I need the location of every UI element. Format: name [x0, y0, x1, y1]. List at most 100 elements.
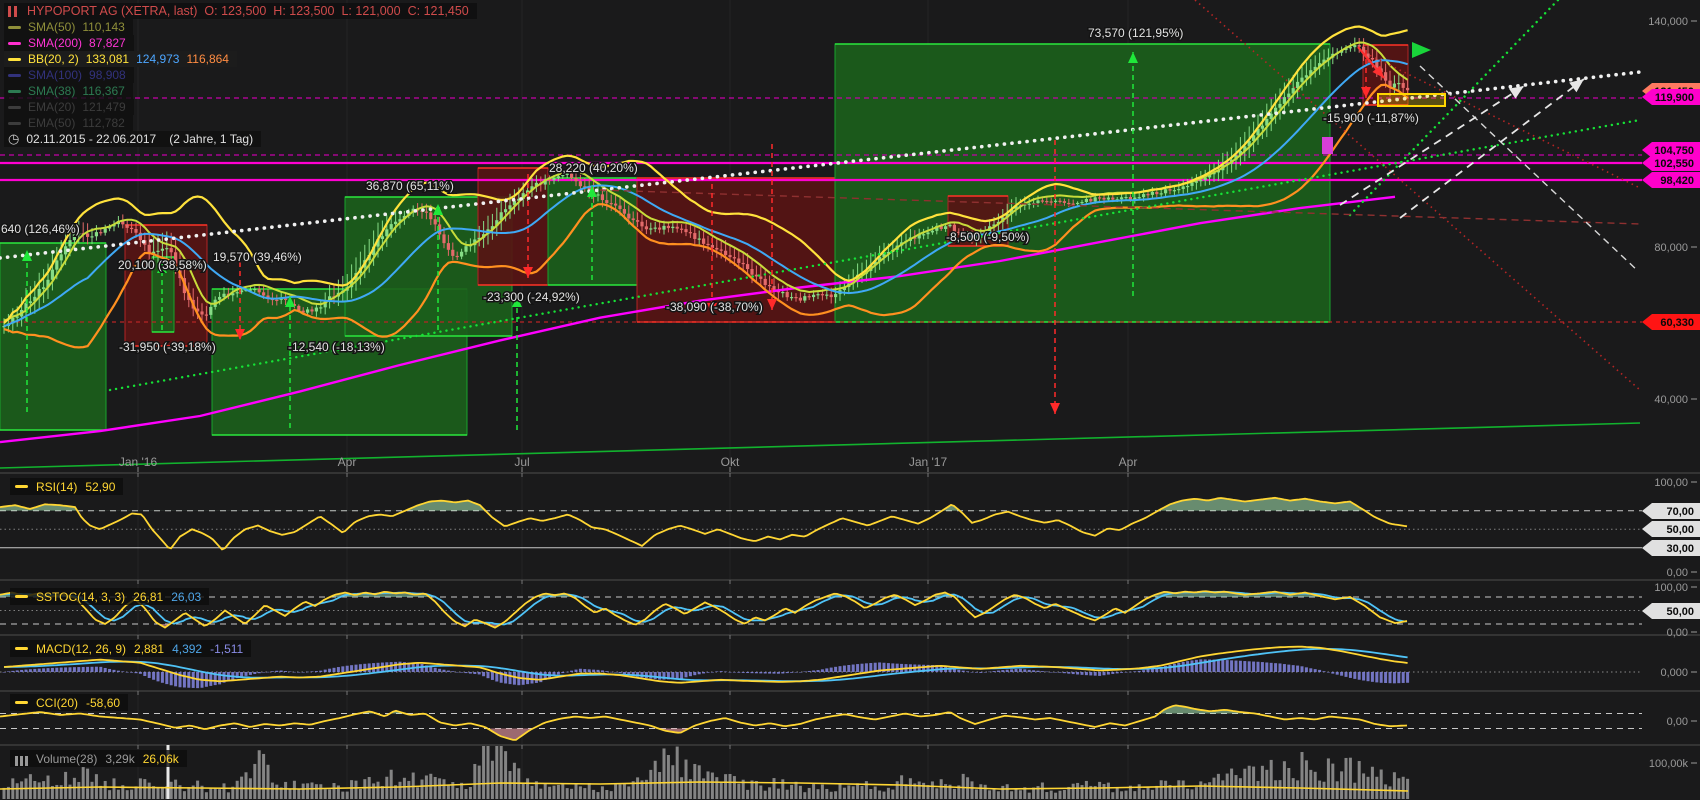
- trend-line[interactable]: [599, 189, 1641, 225]
- measure-label[interactable]: 73,570 (121,95%): [1087, 25, 1185, 42]
- legend-row-sma38[interactable]: SMA(38) 116,367: [4, 83, 133, 99]
- measure-label[interactable]: 36,870 (65,11%): [365, 178, 456, 195]
- macd-panel: [0, 645, 1642, 689]
- measure-label[interactable]: -8,500 (-9,50%): [945, 229, 1031, 246]
- measure-label[interactable]: 640 (126,46%): [0, 221, 81, 238]
- bb-lower-line: [3, 83, 1409, 349]
- series-swatch-icon: [8, 57, 21, 61]
- trend-line[interactable]: [0, 70, 1642, 260]
- measure-label[interactable]: -12,540 (-18,13%): [287, 339, 387, 356]
- arrowhead-icon: [1508, 86, 1524, 99]
- chart-legend: HYPOPORT AG (XETRA, last) O: 123,500 H: …: [4, 3, 477, 147]
- measure-arrow-down[interactable]: [707, 184, 717, 314]
- period-label: (2 Jahre, 1 Tag): [169, 132, 254, 146]
- clock-icon: ◷: [8, 131, 20, 146]
- x-axis-label: Jan '16: [119, 455, 158, 469]
- measure-arrow-up[interactable]: [433, 204, 443, 330]
- stoch-indicator-legend[interactable]: SSTOC(14, 3, 3) 26,81 26,03: [10, 588, 210, 605]
- date-range: 02.11.2015 - 22.06.2017: [26, 132, 157, 146]
- measure-arrow-up[interactable]: [157, 262, 167, 330]
- bollinger-bands: [0, 25, 1409, 444]
- instrument-header[interactable]: HYPOPORT AG (XETRA, last) O: 123,500 H: …: [4, 3, 477, 19]
- series-label: SMA(38): [28, 84, 76, 98]
- measure-arrow-up[interactable]: [1128, 52, 1138, 296]
- zone-up[interactable]: [834, 43, 1331, 323]
- measure-arrow-down[interactable]: [1361, 50, 1371, 98]
- stoch-value-k: 26,81: [133, 589, 164, 604]
- measure-arrow-down[interactable]: [767, 144, 777, 310]
- bb-upper-line: [3, 25, 1408, 324]
- measure-arrow-down[interactable]: [523, 174, 533, 278]
- measure-arrow-up[interactable]: [285, 296, 295, 428]
- measure-arrow-up[interactable]: [512, 296, 522, 430]
- series-swatch-icon: [8, 73, 21, 77]
- stoch-value-d: 26,03: [171, 589, 202, 604]
- price-highlight-box[interactable]: [1377, 93, 1446, 107]
- rsi-indicator-legend[interactable]: RSI(14) 52,90: [10, 478, 124, 495]
- series-swatch-icon: [8, 41, 21, 45]
- axis-tick-label: 40,000: [1654, 394, 1688, 406]
- trend-line[interactable]: [1348, 0, 1560, 217]
- measure-arrow-down[interactable]: [235, 262, 245, 340]
- series-value: 116,864: [186, 52, 229, 66]
- rsi-label: RSI(14): [36, 479, 78, 494]
- trend-line[interactable]: [0, 422, 1641, 469]
- price-axis-chip: 104,750: [1642, 142, 1700, 158]
- legend-row-sma50[interactable]: SMA(50) 110,143: [4, 19, 133, 35]
- axis-value-chips: 121,450104,750119,900102,55098,42060,330…: [1642, 83, 1700, 619]
- measure-label[interactable]: -38,090 (-38,70%): [665, 299, 765, 316]
- legend-row-sma200[interactable]: SMA(200) 87,827: [4, 35, 134, 51]
- series-label: EMA(20): [28, 100, 76, 114]
- arrowhead-icon: [767, 299, 777, 310]
- cci-label: CCI(20): [36, 695, 79, 710]
- legend-row-ema20[interactable]: EMA(20) 121,479: [4, 99, 134, 115]
- axis-tick-label: 0,000: [1660, 667, 1688, 679]
- axis-tick-label: 0,00: [1667, 627, 1688, 639]
- series-label: SMA(50): [28, 20, 76, 34]
- red-diagonal-arrow[interactable]: [1357, 46, 1388, 81]
- trend-line[interactable]: [1399, 74, 1588, 219]
- series-value: 110,143: [82, 20, 125, 34]
- volume-bars-icon: [15, 756, 28, 766]
- x-axis-label: Apr: [338, 455, 357, 469]
- cci-indicator-legend[interactable]: CCI(20) -58,60: [10, 694, 129, 711]
- price-axis-chip: 102,550: [1642, 155, 1700, 171]
- series-value: 121,479: [82, 100, 126, 114]
- green-arrow-marker[interactable]: [1412, 42, 1431, 58]
- legend-row-sma100[interactable]: SMA(100) 98,908: [4, 67, 134, 83]
- arrowhead-icon: [1372, 65, 1384, 78]
- legend-row-ema50[interactable]: EMA(50) 112,782: [4, 115, 133, 131]
- legend-row-bb202[interactable]: BB(20, 2) 133,081 124,973 116,864: [4, 51, 237, 67]
- measure-label[interactable]: -23,300 (-24,92%): [482, 289, 582, 306]
- svg-text:102,550: 102,550: [1654, 158, 1694, 170]
- arrowhead-icon: [433, 204, 443, 215]
- measure-label[interactable]: 20,100 (38,58%): [117, 257, 209, 274]
- rsi-panel: [0, 496, 1642, 551]
- x-axis-label: Jan '17: [909, 455, 948, 469]
- measure-arrow-up[interactable]: [587, 186, 597, 280]
- measure-label[interactable]: -31,950 (-39,18%): [118, 339, 218, 356]
- candlestick-chart-icon: [8, 5, 20, 17]
- measure-label[interactable]: 19,570 (39,46%): [212, 249, 304, 266]
- date-range-row[interactable]: ◷ 02.11.2015 - 22.06.2017 (2 Jahre, 1 Ta…: [4, 131, 262, 147]
- measure-label[interactable]: -15,900 (-11,87%): [1322, 110, 1421, 127]
- measure-arrow-up[interactable]: [22, 250, 32, 412]
- trend-line[interactable]: [1419, 65, 1639, 272]
- arrowhead-icon: [707, 303, 717, 314]
- macd-indicator-legend[interactable]: MACD(12, 26, 9) 2,881 4,392 -1,511: [10, 640, 252, 657]
- measure-arrow-down[interactable]: [1050, 140, 1060, 414]
- volume-indicator-legend[interactable]: Volume(28) 3,29k 26,06k: [10, 750, 187, 767]
- macd-signal-value: 4,392: [172, 641, 203, 656]
- cci-panel: [0, 704, 1642, 741]
- volume-ma-value: 26,06k: [142, 751, 179, 766]
- x-axis-label: Apr: [1119, 455, 1138, 469]
- trend-line[interactable]: [1364, 52, 1639, 188]
- trend-line[interactable]: [1339, 81, 1527, 206]
- magenta-marker[interactable]: [1322, 137, 1333, 154]
- price-axis-chip: 98,420: [1642, 172, 1700, 188]
- measure-label[interactable]: 28,220 (40,20%): [548, 160, 640, 177]
- arrowhead-icon: [587, 186, 597, 197]
- svg-text:30,00: 30,00: [1666, 543, 1694, 555]
